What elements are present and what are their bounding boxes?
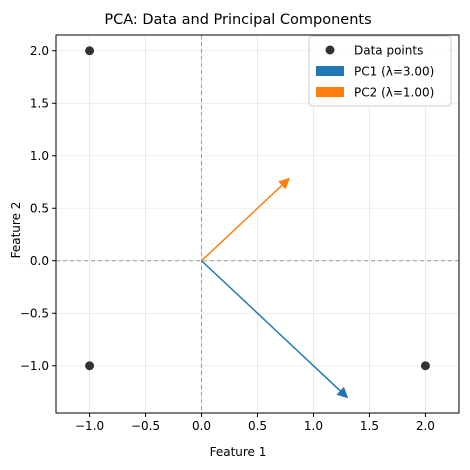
legend-marker-pc1 xyxy=(316,66,344,76)
y-tick-label: 1.0 xyxy=(30,149,49,163)
principal-component-vectors xyxy=(201,177,349,399)
legend-box xyxy=(308,35,452,107)
legend-label-pc2: PC2 (λ=1.00) xyxy=(354,86,434,100)
chart-title: PCA: Data and Principal Components xyxy=(104,12,371,28)
pc2-arrow-shaft xyxy=(201,184,283,262)
y-tick-label: 2.0 xyxy=(30,44,49,58)
reference-lines xyxy=(56,35,459,413)
x-tick-label: 2.0 xyxy=(416,419,435,433)
y-axis-ticks: −1.0 −0.5 0.0 0.5 1.0 1.5 2.0 xyxy=(20,44,56,373)
data-point xyxy=(85,361,95,371)
pc2-arrow-head xyxy=(278,177,290,190)
legend-label-data-points: Data points xyxy=(354,44,423,58)
legend-label-pc1: PC1 (λ=3.00) xyxy=(354,65,434,79)
x-tick-label: 0.0 xyxy=(192,419,211,433)
data-points xyxy=(85,46,430,371)
legend-marker-data-points xyxy=(325,45,335,55)
x-tick-label: −1.0 xyxy=(75,419,104,433)
legend-marker-pc2 xyxy=(316,87,344,97)
x-tick-label: 1.0 xyxy=(304,419,323,433)
x-axis-ticks: −1.0 −0.5 0.0 0.5 1.0 1.5 2.0 xyxy=(75,413,435,433)
data-point xyxy=(420,361,430,371)
y-tick-label: −0.5 xyxy=(20,306,49,320)
y-tick-label: 0.0 xyxy=(30,254,49,268)
x-axis-label: Feature 1 xyxy=(210,445,267,459)
y-tick-label: −1.0 xyxy=(20,359,49,373)
y-tick-label: 0.5 xyxy=(30,201,49,215)
y-axis-label: Feature 2 xyxy=(9,202,23,259)
x-tick-label: 0.5 xyxy=(248,419,267,433)
x-tick-label: −0.5 xyxy=(131,419,160,433)
y-tick-label: 1.5 xyxy=(30,96,49,110)
x-tick-label: 1.5 xyxy=(360,419,379,433)
data-point xyxy=(85,46,95,56)
pc1-arrow-head xyxy=(336,386,349,399)
legend: Data points PC1 (λ=3.00) PC2 (λ=1.00) xyxy=(308,35,452,107)
pc1-arrow-shaft xyxy=(201,260,341,392)
